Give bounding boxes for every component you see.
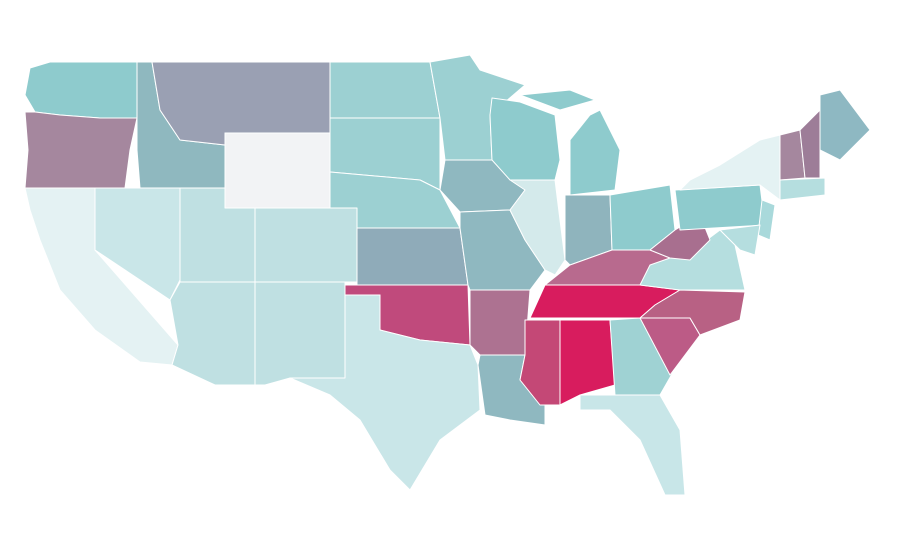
state <box>254 281 346 386</box>
state <box>24 111 138 189</box>
state <box>224 132 331 209</box>
state <box>24 61 138 119</box>
state <box>819 89 871 161</box>
state <box>469 289 531 356</box>
state <box>719 224 761 256</box>
state <box>509 179 566 276</box>
state <box>356 227 469 286</box>
state <box>289 294 481 491</box>
state <box>519 89 596 111</box>
state <box>489 97 561 181</box>
state <box>559 319 616 406</box>
state <box>757 199 776 241</box>
state <box>569 109 621 196</box>
state <box>579 394 686 496</box>
state <box>674 184 766 231</box>
state <box>329 61 441 119</box>
state <box>169 281 256 386</box>
state <box>779 177 826 201</box>
state <box>609 317 681 396</box>
state <box>254 207 358 283</box>
